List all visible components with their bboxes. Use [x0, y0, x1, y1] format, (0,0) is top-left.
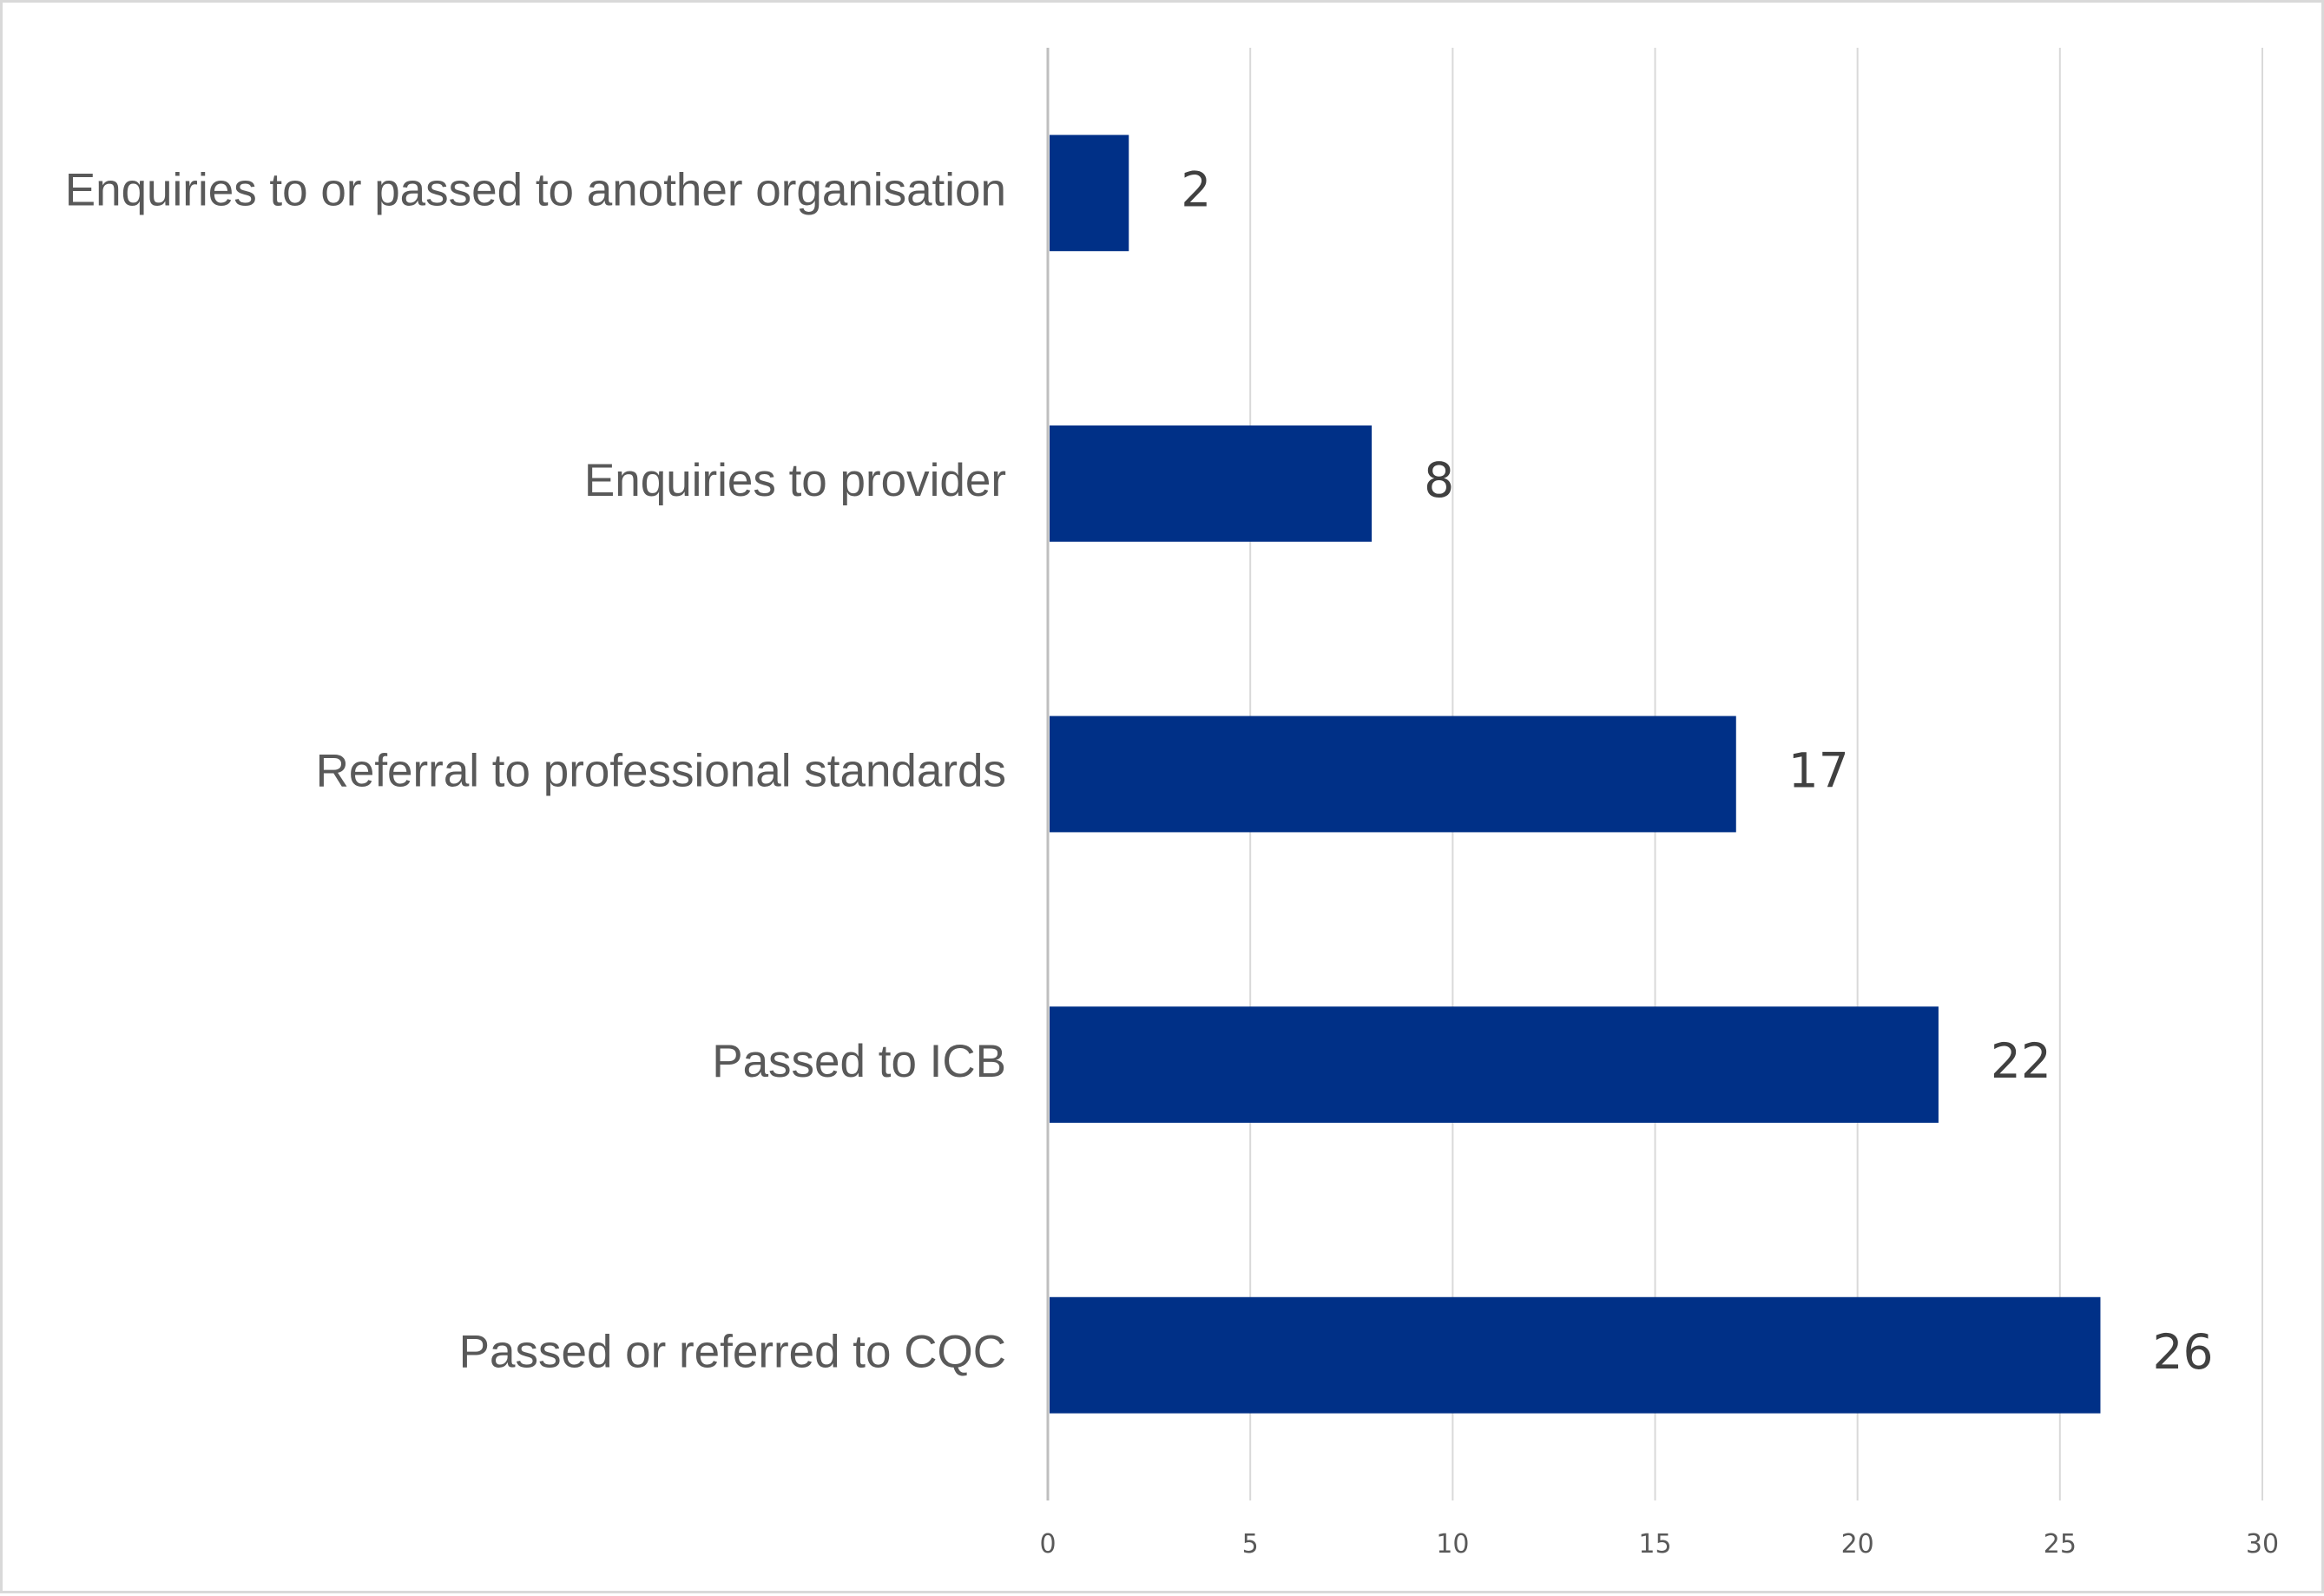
bar: [1050, 135, 1129, 252]
data-label: 2: [1181, 162, 1211, 217]
value-labels: 2 8 17 22 26: [1181, 162, 2213, 1379]
x-axis-tick-labels: 0 5 10 15 20 25 30: [1039, 1529, 2279, 1560]
x-tick-label: 0: [1039, 1529, 1056, 1560]
bar: [1050, 425, 1373, 542]
bars: [1050, 135, 2101, 1414]
x-tick-label: 25: [2044, 1529, 2077, 1560]
gridlines: [1046, 48, 2263, 1500]
category-labels: Enquiries to or passed to another organi…: [65, 164, 1006, 1377]
x-tick-label: 30: [2246, 1529, 2279, 1560]
x-tick-label: 15: [1638, 1529, 1671, 1560]
category-label: Passed to ICB: [712, 1036, 1006, 1087]
x-tick-label: 10: [1436, 1529, 1469, 1560]
bar: [1050, 716, 1736, 833]
data-label: 22: [1991, 1033, 2051, 1089]
bar-chart: Enquiries to or passed to another organi…: [65, 48, 2279, 1560]
category-label: Enquiries to provider: [584, 455, 1006, 506]
data-label: 26: [2152, 1324, 2213, 1380]
x-tick-label: 20: [1841, 1529, 1874, 1560]
category-label: Passed or referred to CQC: [459, 1327, 1006, 1378]
x-tick-label: 5: [1242, 1529, 1259, 1560]
bar: [1050, 1006, 1939, 1124]
data-label: 17: [1788, 743, 1849, 799]
category-label: Referral to professional standards: [316, 746, 1006, 797]
category-label: Enquiries to or passed to another organi…: [65, 164, 1006, 215]
data-label: 8: [1424, 452, 1454, 508]
bar: [1050, 1296, 2101, 1414]
